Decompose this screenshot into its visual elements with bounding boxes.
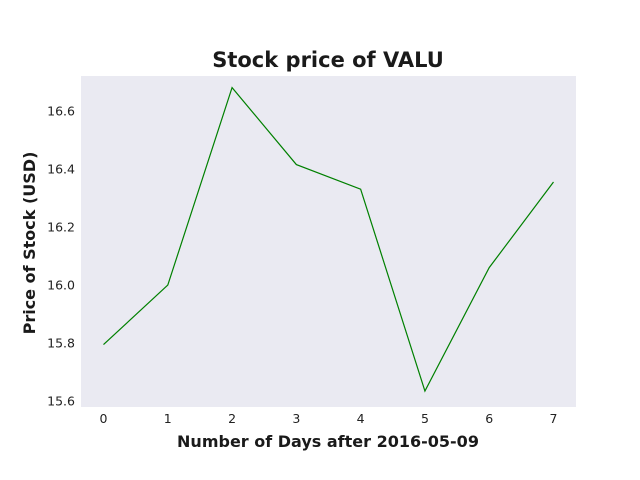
chart-title: Stock price of VALU: [212, 48, 444, 72]
x-tick-label: 5: [421, 411, 429, 426]
x-tick-label: 7: [550, 411, 558, 426]
y-axis-label: Price of Stock (USD): [20, 152, 39, 335]
plot-area: [81, 76, 576, 407]
y-tick-label: 15.8: [47, 336, 75, 351]
x-tick-label: 1: [164, 411, 172, 426]
x-tick-label: 0: [100, 411, 108, 426]
y-tick-label: 15.6: [47, 394, 75, 409]
x-tick-label: 4: [357, 411, 365, 426]
y-tick-label: 16.2: [47, 219, 75, 234]
x-tick-label: 2: [228, 411, 236, 426]
x-axis-label: Number of Days after 2016-05-09: [177, 432, 479, 451]
x-tick-label: 3: [292, 411, 300, 426]
y-axis-ticks: 15.6 15.8 16.0 16.2 16.4 16.6: [47, 103, 75, 408]
y-tick-label: 16.0: [47, 278, 75, 293]
series-line: [103, 86, 554, 393]
x-axis-ticks: 0 1 2 3 4 5 6 7: [100, 411, 558, 426]
y-tick-label: 16.6: [47, 103, 75, 118]
y-tick-label: 16.4: [47, 161, 75, 176]
series-group: [103, 86, 554, 393]
x-tick-label: 6: [485, 411, 493, 426]
